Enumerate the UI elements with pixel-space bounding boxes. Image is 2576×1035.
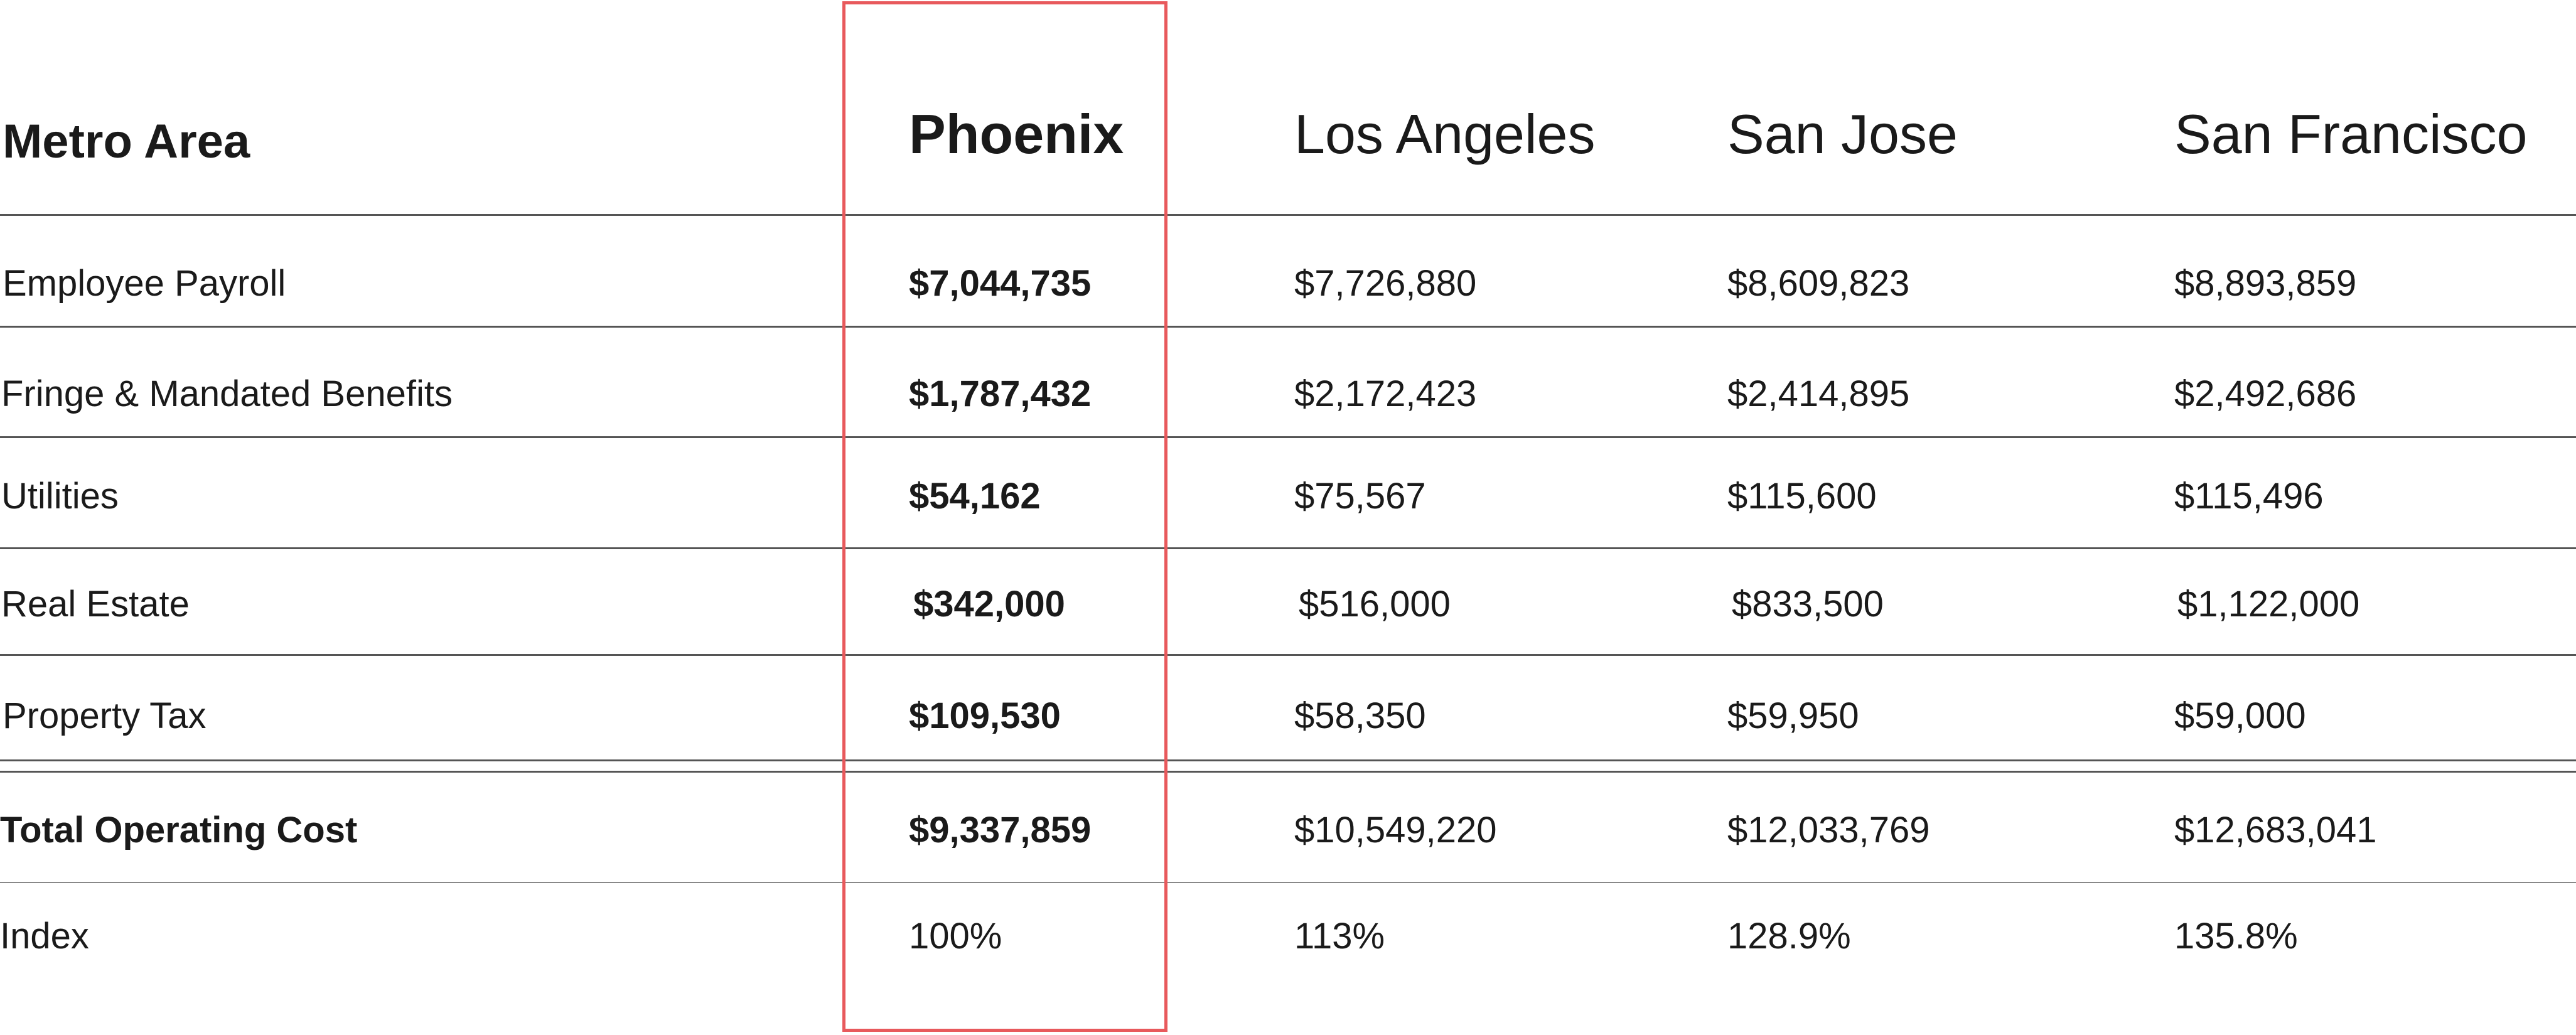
cell-los-angeles: 113% <box>1294 916 1385 957</box>
cell-san-francisco: $1,122,000 <box>2177 584 2360 625</box>
row-label: Fringe & Mandated Benefits <box>1 373 453 414</box>
cell-san-jose: $8,609,823 <box>1727 263 1910 304</box>
row-divider <box>0 436 2576 438</box>
cell-los-angeles: $516,000 <box>1299 584 1451 625</box>
row-divider <box>0 547 2576 549</box>
row-label: Employee Payroll <box>3 263 286 304</box>
total-divider-lower <box>0 771 2576 773</box>
header-los-angeles: Los Angeles <box>1294 103 1596 165</box>
cell-los-angeles: $2,172,423 <box>1294 373 1477 414</box>
cell-los-angeles: $7,726,880 <box>1294 263 1477 304</box>
row-label: Total Operating Cost <box>0 810 358 850</box>
cell-los-angeles: $75,567 <box>1294 476 1426 517</box>
cell-san-jose: $2,414,895 <box>1727 373 1910 414</box>
cell-san-jose: $12,033,769 <box>1727 810 1930 850</box>
cell-phoenix: 100% <box>909 916 1002 957</box>
cell-san-francisco: $8,893,859 <box>2174 263 2357 304</box>
cell-san-jose: $833,500 <box>1732 584 1884 625</box>
cell-phoenix: $54,162 <box>909 476 1041 517</box>
total-divider-upper <box>0 759 2576 761</box>
cell-san-jose: $59,950 <box>1727 695 1859 736</box>
row-label: Real Estate <box>1 584 190 625</box>
row-divider <box>0 654 2576 656</box>
header-san-jose: San Jose <box>1727 103 1958 165</box>
header-metro-area: Metro Area <box>3 115 250 168</box>
row-label: Utilities <box>1 476 119 517</box>
header-phoenix: Phoenix <box>909 103 1124 165</box>
cell-san-francisco: $59,000 <box>2174 695 2306 736</box>
cell-san-francisco: 135.8% <box>2174 916 2298 957</box>
header-divider <box>0 214 2576 216</box>
row-divider <box>0 326 2576 328</box>
cell-phoenix: $342,000 <box>913 584 1065 625</box>
row-divider <box>0 882 2576 883</box>
cell-phoenix: $9,337,859 <box>909 810 1092 850</box>
cell-phoenix: $1,787,432 <box>909 373 1092 414</box>
cell-san-francisco: $12,683,041 <box>2174 810 2377 850</box>
cell-san-jose: 128.9% <box>1727 916 1851 957</box>
cell-los-angeles: $58,350 <box>1294 695 1426 736</box>
cell-san-francisco: $115,496 <box>2174 476 2324 517</box>
cell-los-angeles: $10,549,220 <box>1294 810 1497 850</box>
cell-san-jose: $115,600 <box>1727 476 1877 517</box>
cell-phoenix: $7,044,735 <box>909 263 1092 304</box>
row-label: Index <box>0 916 89 957</box>
cell-phoenix: $109,530 <box>909 695 1061 736</box>
row-label: Property Tax <box>3 695 207 736</box>
cell-san-francisco: $2,492,686 <box>2174 373 2357 414</box>
header-san-francisco: San Francisco <box>2174 103 2528 165</box>
